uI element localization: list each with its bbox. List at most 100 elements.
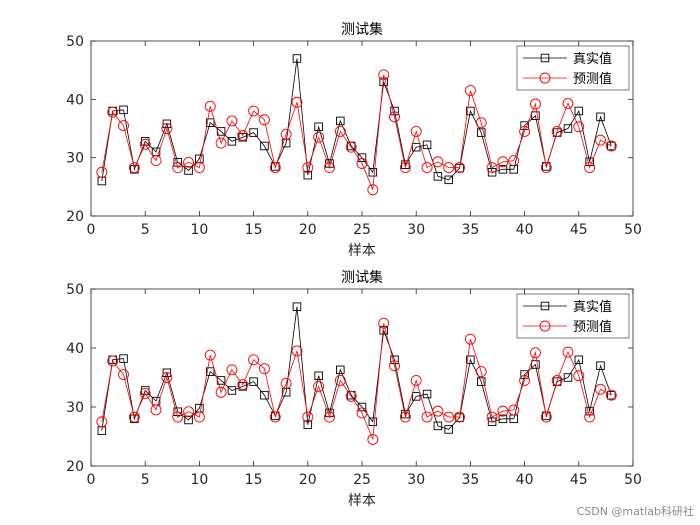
legend-marker-circle [539,320,551,332]
data-point-circle [389,360,400,372]
data-point-circle [291,96,303,108]
data-point-circle [508,404,520,416]
data-point-square [238,132,248,142]
data-point-square [607,141,616,151]
data-point-circle [389,111,400,123]
data-point-circle [595,383,606,395]
data-point-square [444,425,453,434]
data-point-circle [237,130,249,141]
series-2 [96,317,617,445]
data-point-circle [172,162,184,174]
y-tick-label: 30 [66,151,84,167]
x-tick-label: 30 [407,472,425,488]
data-point-circle [605,389,617,401]
legend-box [516,293,630,339]
data-point-square [119,354,128,363]
y-tick-label: 30 [66,400,84,416]
data-point-square [596,361,605,370]
data-point-square [130,414,139,424]
data-point-circle [584,162,596,174]
data-point-circle [258,363,270,375]
data-point-square [303,170,313,180]
data-point-square [411,142,421,152]
data-point-square [563,124,573,133]
x-tick-label: 25 [353,472,371,488]
data-point-circle [540,162,552,174]
data-point-circle [193,162,205,174]
data-point-circle [302,162,314,174]
data-point-circle [605,140,617,152]
data-point-circle [454,411,466,423]
data-point-square [596,112,605,122]
data-point-circle [454,162,466,174]
data-point-circle [529,347,541,359]
data-point-circle [432,156,444,168]
data-point-circle [432,405,444,417]
data-point-square [531,360,540,369]
data-point-square [314,371,323,380]
data-point-circle [595,134,606,146]
series-1 [97,54,616,186]
data-point-circle [497,156,509,168]
data-point-circle [584,411,596,423]
data-point-square [574,355,584,365]
data-point-circle [96,416,108,428]
x-tick-label: 20 [299,222,317,238]
legend-box [516,45,630,91]
x-tick-label: 20 [299,472,317,488]
data-point-square [476,377,486,386]
data-point-circle [226,364,238,376]
data-point-square [368,417,378,427]
data-point-circle [508,155,520,167]
legend-marker-square [540,301,550,311]
data-point-circle [519,125,531,137]
data-point-circle [139,387,151,399]
data-point-circle [410,125,422,137]
y-tick-label: 50 [66,34,84,50]
data-point-circle [150,155,162,167]
data-point-square [303,420,313,429]
y-tick-label: 50 [66,282,84,298]
legend-label: 真实值 [573,299,612,315]
data-point-circle [313,131,325,143]
data-point-square [205,367,215,376]
data-point-square [292,302,302,311]
data-point-circle [421,411,433,423]
data-point-circle [529,98,541,110]
data-point-circle [551,125,563,137]
data-point-square [585,406,594,416]
x-tick-label: 0 [87,222,96,238]
data-point-circle [356,407,368,419]
data-point-circle [486,411,498,423]
data-point-square [422,389,432,399]
data-point-square [368,167,378,177]
data-point-circle [443,411,455,423]
data-point-square [422,140,432,150]
x-tick-label: 0 [87,472,96,488]
data-point-circle [378,69,390,81]
data-point-circle [367,184,379,196]
data-point-circle [562,346,574,358]
data-point-square [130,165,139,174]
chart-title: 测试集 [341,269,383,286]
series-line [101,306,612,431]
data-point-square [227,386,237,395]
x-tick-label: 50 [624,222,642,238]
data-point-square [455,413,464,422]
data-point-square [487,417,497,427]
data-point-square [531,111,540,120]
data-point-circle [215,386,227,398]
data-point-circle [324,162,335,174]
data-point-square [390,355,399,365]
data-point-circle [237,379,249,391]
data-point-square [314,122,323,131]
data-point-circle [421,162,433,174]
data-point-circle [150,404,162,416]
legend-marker-circle [539,72,551,84]
data-point-circle [291,345,303,357]
x-tick-label: 30 [407,222,425,238]
data-point-circle [475,117,487,129]
data-point-square [336,116,345,126]
